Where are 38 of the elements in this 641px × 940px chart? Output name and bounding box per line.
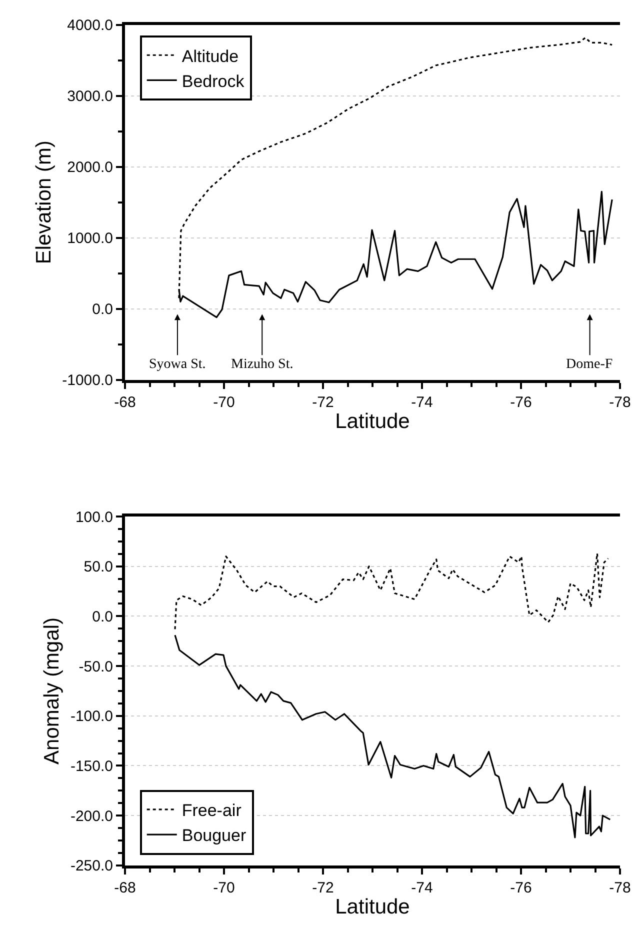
y-tick-label: -150.0 <box>70 758 113 775</box>
y-tick-label: 4000.0 <box>67 17 113 34</box>
y-tick-label: -1000.0 <box>62 372 113 390</box>
y-tick-label: 50.0 <box>84 558 113 576</box>
x-tick-label: -78 <box>609 879 631 896</box>
y-tick-label: -50.0 <box>78 658 113 676</box>
legend-label: Bouguer <box>182 826 246 846</box>
y-tick-label: 3000.0 <box>67 88 113 106</box>
y-axis-title: Anomaly (mgal) <box>40 617 64 764</box>
x-tick-label: -68 <box>114 879 136 896</box>
x-axis-title: Latitude <box>335 896 410 919</box>
y-tick-label: -200.0 <box>70 808 113 825</box>
x-tick-label: -70 <box>213 394 235 411</box>
y-tick-label: -100.0 <box>70 708 113 726</box>
x-tick-label: -74 <box>411 879 433 896</box>
legend-label: Free-air <box>182 801 242 820</box>
x-tick-label: -76 <box>510 394 532 411</box>
x-tick-label: -72 <box>312 879 334 896</box>
y-tick-label: 0.0 <box>92 608 113 626</box>
annotation: Mizuho St. <box>231 357 294 372</box>
y-axis-title: Elevation (m) <box>32 140 56 264</box>
y-tick-label: 2000.0 <box>67 159 113 176</box>
x-tick-label: -70 <box>213 879 235 896</box>
x-tick-label: -72 <box>312 394 334 411</box>
line-series <box>174 552 609 630</box>
y-tick-label: 0.0 <box>92 301 113 318</box>
x-tick-label: -76 <box>510 879 532 896</box>
x-tick-label: -68 <box>114 394 136 411</box>
annotation: Dome-F <box>566 357 613 372</box>
y-tick-label: -250.0 <box>70 858 113 875</box>
x-tick-label: -78 <box>609 394 631 411</box>
legend-label: Altitude <box>182 46 239 66</box>
legend-label: Bedrock <box>182 72 245 91</box>
annotation: Syowa St. <box>149 357 206 372</box>
x-axis-title: Latitude <box>335 410 410 433</box>
y-tick-label: 100.0 <box>75 508 113 526</box>
y-tick-label: 1000.0 <box>67 230 113 248</box>
x-tick-label: -74 <box>411 394 433 411</box>
